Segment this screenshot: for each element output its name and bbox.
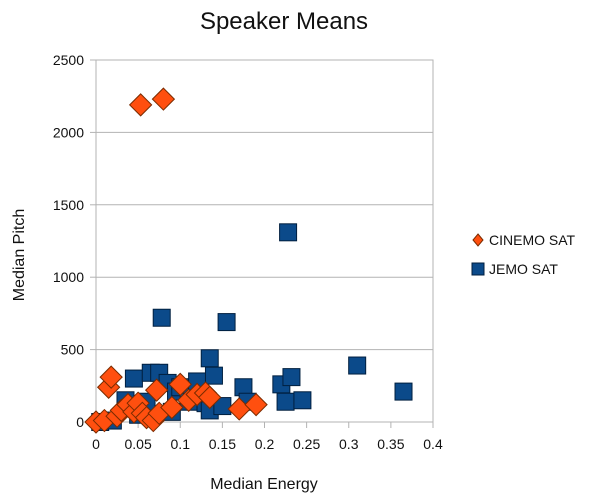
legend: CINEMO SAT JEMO SAT — [471, 232, 576, 277]
jemo-point-26 — [293, 391, 312, 410]
cinemo-point-19 — [198, 385, 222, 410]
jemo-point-27 — [348, 356, 367, 375]
jemo-point-25 — [282, 368, 301, 387]
jemo-point-23 — [276, 392, 295, 411]
cinemo-point-15 — [168, 372, 192, 397]
y-tick-label: 0 — [76, 414, 84, 430]
chart-title: Speaker Means — [200, 8, 368, 35]
cinemo-point-14 — [160, 395, 184, 420]
x-tick-label: 0.3 — [339, 436, 359, 452]
y-tick-label: 2000 — [53, 124, 84, 140]
cinemo-point-21 — [244, 392, 268, 417]
jemo-point-28 — [394, 382, 413, 401]
x-tick-label: 0 — [92, 436, 100, 452]
cinemo-point-3 — [99, 365, 123, 389]
jemo-point-24 — [279, 223, 298, 242]
legend-label-cinemo: CINEMO SAT — [489, 232, 576, 248]
jemo-point-16 — [200, 349, 219, 368]
grid-lines — [96, 131, 433, 351]
jemo-point-29 — [152, 308, 171, 327]
x-axis-ticks: 0 0.05 0.1 0.15 0.2 0.25 0.3 0.35 0.4 — [92, 422, 443, 452]
cinemo-point-22 — [128, 93, 153, 117]
jemo-point-19 — [217, 313, 236, 332]
y-axis-ticks: 0 500 1000 1500 2000 2500 — [53, 52, 96, 430]
x-tick-label: 0.4 — [423, 436, 443, 452]
y-tick-label: 500 — [61, 342, 85, 358]
legend-square-icon — [471, 262, 485, 276]
jemo-point-3 — [124, 369, 143, 388]
x-axis-title: Median Energy — [210, 476, 318, 493]
y-axis-title: Median Pitch — [11, 209, 28, 302]
x-tick-label: 0.25 — [293, 436, 320, 452]
y-tick-label: 1500 — [53, 197, 84, 213]
y-tick-label: 1000 — [53, 269, 84, 285]
jemo-point-17 — [204, 366, 223, 385]
x-tick-label: 0.35 — [377, 436, 404, 452]
y-tick-label: 2500 — [53, 52, 84, 68]
cinemo-point-23 — [151, 87, 176, 111]
cinemo-point-12 — [144, 378, 169, 402]
plot-frame — [95, 59, 434, 423]
x-tick-label: 0.15 — [209, 436, 236, 452]
x-tick-label: 0.1 — [171, 436, 191, 452]
data-points — [84, 87, 413, 434]
legend-label-jemo: JEMO SAT — [489, 261, 558, 277]
legend-diamond-icon — [472, 233, 484, 247]
x-tick-label: 0.2 — [255, 436, 275, 452]
x-tick-label: 0.05 — [125, 436, 152, 452]
